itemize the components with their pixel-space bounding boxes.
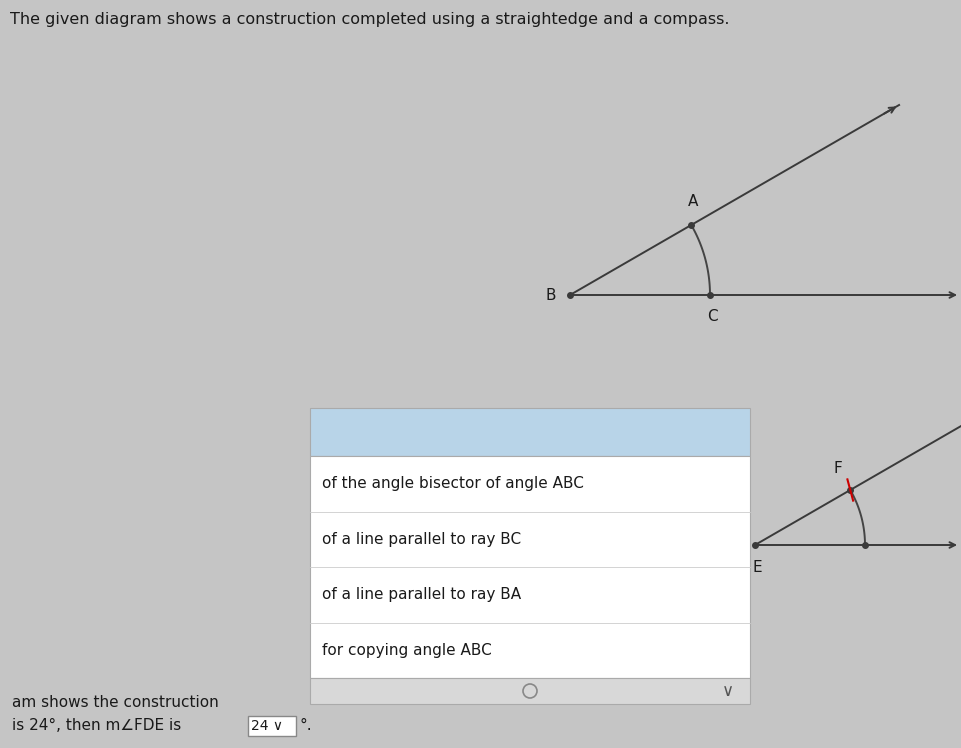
Text: C: C [706,309,717,324]
Text: E: E [752,560,761,575]
Bar [309,678,750,704]
Text: of the angle bisector of angle ABC: of the angle bisector of angle ABC [322,476,583,491]
Text: A: A [687,194,698,209]
Text: 24 ∨: 24 ∨ [251,719,283,733]
Text: F: F [833,461,842,476]
Bar [309,408,750,456]
Text: B: B [545,287,555,302]
Bar [248,716,296,736]
Bar [309,456,750,678]
Text: is 24°, then m∠FDE is: is 24°, then m∠FDE is [12,718,191,733]
Text: ∨: ∨ [721,682,733,700]
Text: °.: °. [300,719,312,734]
Text: for copying angle ABC: for copying angle ABC [322,643,491,657]
Text: of a line parallel to ray BA: of a line parallel to ray BA [322,587,521,602]
Text: The given diagram shows a construction completed using a straightedge and a comp: The given diagram shows a construction c… [10,12,728,27]
Text: am shows the construction: am shows the construction [12,695,218,710]
Text: of a line parallel to ray BC: of a line parallel to ray BC [322,532,521,547]
